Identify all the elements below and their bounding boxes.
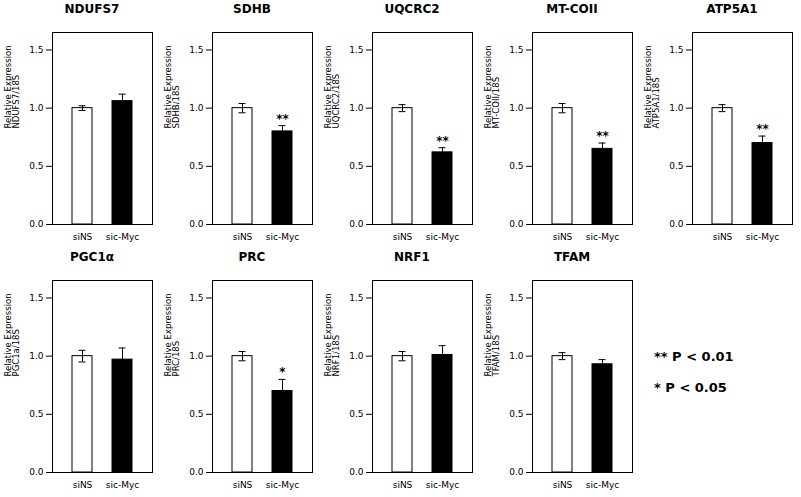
svg-text:siNS: siNS [233,232,253,242]
svg-text:0.5: 0.5 [349,409,363,419]
svg-text:1.5: 1.5 [349,45,363,55]
svg-text:Relative ExpressionPRC/18S: Relative ExpressionPRC/18S [163,293,182,376]
svg-text:Relative ExpressionPGC1a/18S: Relative ExpressionPGC1a/18S [3,293,22,376]
svg-text:sic-Myc: sic-Myc [746,232,779,242]
svg-text:1.5: 1.5 [29,293,43,303]
svg-text:siNS: siNS [393,232,413,242]
svg-text:0.0: 0.0 [509,467,524,477]
svg-text:0.0: 0.0 [189,219,204,229]
html-text:ATP5A1: ATP5A1 [706,2,758,16]
html-text:TFAM: TFAM [553,250,591,264]
svg-text:sic-Myc: sic-Myc [586,480,619,490]
svg-text:1.0: 1.0 [509,103,524,113]
svg-text:0.5: 0.5 [29,409,43,419]
svg-text:1.5: 1.5 [189,293,203,303]
svg-text:0.0: 0.0 [509,219,524,229]
svg-text:sic-Myc: sic-Myc [426,480,459,490]
svg-text:0.5: 0.5 [509,409,523,419]
svg-text:0.0: 0.0 [29,467,44,477]
svg-text:siNS: siNS [73,480,93,490]
svg-text:siNS: siNS [553,232,573,242]
html-text:* P < 0.05: * P < 0.05 [654,380,727,395]
svg-text:sic-Myc: sic-Myc [586,232,619,242]
html-text:PGC1α: PGC1α [70,250,114,264]
svg-text:**: ** [756,122,769,136]
svg-text:1.5: 1.5 [669,45,683,55]
svg-text:sic-Myc: sic-Myc [106,480,139,490]
svg-text:1.5: 1.5 [189,45,203,55]
svg-text:sic-Myc: sic-Myc [266,480,299,490]
svg-text:Relative ExpressionATP5A1/18S: Relative ExpressionATP5A1/18S [643,45,662,128]
svg-text:1.0: 1.0 [349,103,364,113]
html-text:NRF1: NRF1 [394,250,430,264]
svg-text:0.5: 0.5 [189,409,203,419]
html-text:PRC: PRC [238,250,266,264]
svg-text:1.0: 1.0 [349,351,364,361]
svg-text:Relative ExpressionNDUFS7/18S: Relative ExpressionNDUFS7/18S [3,45,22,128]
svg-text:1.0: 1.0 [189,103,204,113]
svg-text:0.0: 0.0 [349,219,364,229]
svg-text:0.0: 0.0 [189,467,204,477]
svg-text:**: ** [276,112,289,126]
svg-text:1.5: 1.5 [509,45,523,55]
svg-text:0.5: 0.5 [189,161,203,171]
svg-text:1.0: 1.0 [669,103,684,113]
svg-text:1.0: 1.0 [509,351,524,361]
svg-text:1.0: 1.0 [29,351,44,361]
svg-text:sic-Myc: sic-Myc [266,232,299,242]
svg-text:Relative ExpressionTFAM/18S: Relative ExpressionTFAM/18S [483,293,502,377]
html-text:SDHB: SDHB [233,2,271,16]
svg-text:Relative ExpressionNRF1/18S: Relative ExpressionNRF1/18S [323,293,342,376]
svg-text:siNS: siNS [553,480,573,490]
svg-text:siNS: siNS [233,480,253,490]
svg-text:0.5: 0.5 [669,161,683,171]
svg-text:0.5: 0.5 [509,161,523,171]
html-text:** P < 0.01: ** P < 0.01 [654,349,734,364]
svg-text:1.5: 1.5 [509,293,523,303]
svg-text:0.5: 0.5 [349,161,363,171]
svg-text:Relative ExpressionSDHB/18S: Relative ExpressionSDHB/18S [163,45,182,128]
svg-text:Relative ExpressionUQCRC2/18S: Relative ExpressionUQCRC2/18S [323,45,342,128]
html-text:MT-COII: MT-COII [546,2,598,16]
svg-text:sic-Myc: sic-Myc [106,232,139,242]
svg-text:siNS: siNS [393,480,413,490]
svg-text:1.5: 1.5 [349,293,363,303]
svg-text:siNS: siNS [713,232,733,242]
svg-text:sic-Myc: sic-Myc [426,232,459,242]
svg-text:*: * [279,365,286,379]
svg-text:**: ** [436,134,449,148]
svg-text:1.5: 1.5 [29,45,43,55]
svg-text:1.0: 1.0 [29,103,44,113]
svg-text:siNS: siNS [73,232,93,242]
html-text:UQCRC2: UQCRC2 [384,2,440,16]
svg-text:0.0: 0.0 [349,467,364,477]
svg-text:0.0: 0.0 [669,219,684,229]
svg-text:0.5: 0.5 [29,161,43,171]
html-text:NDUFS7: NDUFS7 [64,2,120,16]
svg-text:Relative ExpressionMT-COII/18S: Relative ExpressionMT-COII/18S [483,45,502,128]
svg-text:0.0: 0.0 [29,219,44,229]
svg-text:1.0: 1.0 [189,351,204,361]
svg-text:**: ** [596,129,609,143]
